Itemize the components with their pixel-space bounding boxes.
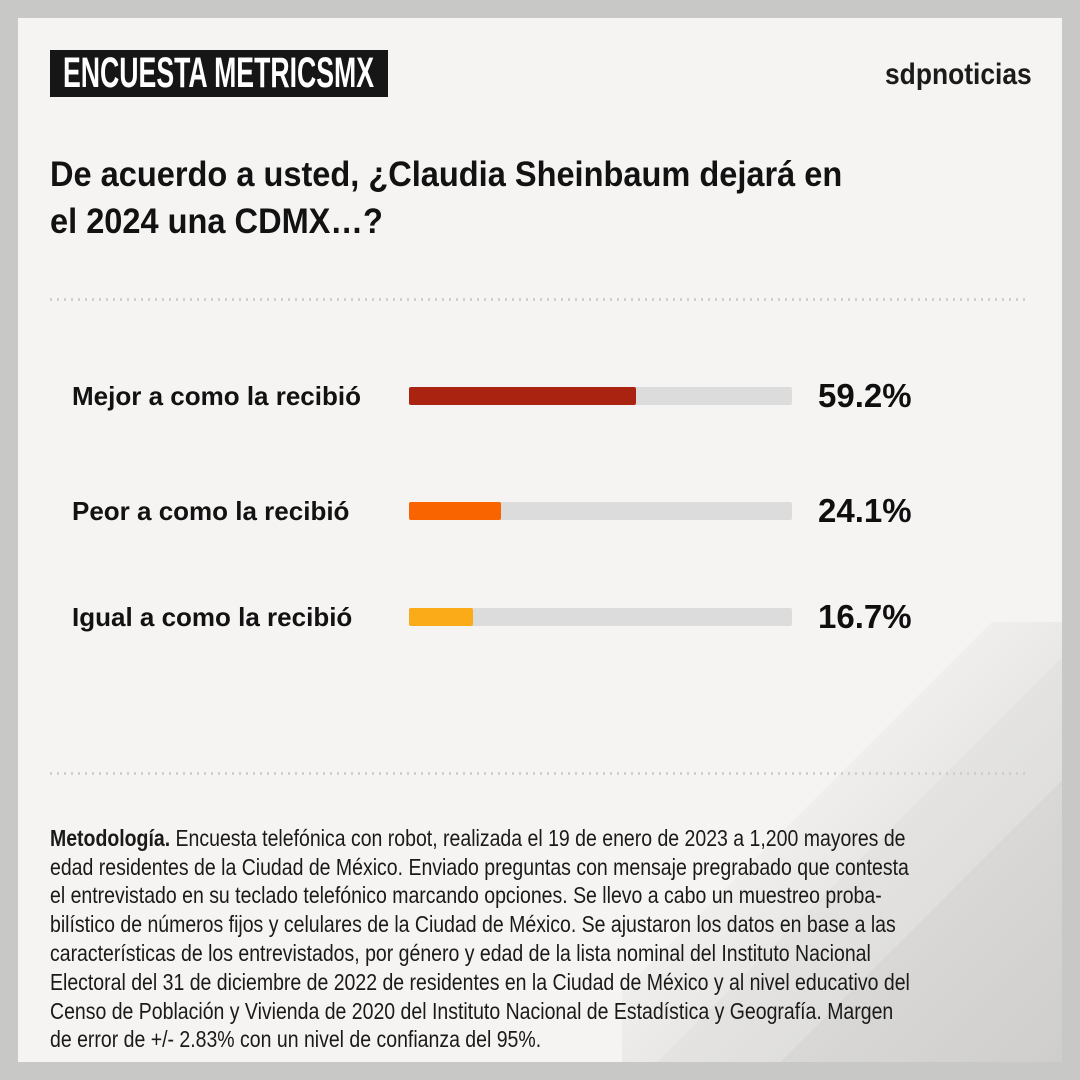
badge-encuesta: ENCUESTA METRICSMX: [50, 50, 388, 97]
methodology-body: Encuesta telefónica con robot, realizada…: [50, 824, 910, 1053]
category-label: Igual a como la recibió: [72, 602, 353, 632]
bar-track: [409, 608, 792, 626]
value-label: 24.1%: [818, 492, 912, 529]
category-label: Peor a como la recibió: [72, 496, 350, 526]
corner-diagonal-decoration: [622, 622, 1062, 1062]
bar-fill: [409, 502, 502, 520]
chart-row-mejor: Mejor a como la recibió 59.2%: [18, 376, 1062, 416]
chart-row-peor: Peor a como la recibió 24.1%: [18, 491, 1062, 531]
brand-logo-sdpnoticias: sdpnoticias: [885, 58, 1032, 91]
bar-track: [409, 387, 792, 405]
category-label: Mejor a como la recibió: [72, 381, 361, 411]
bar-chart: Mejor a como la recibió 59.2% Peor a com…: [18, 18, 1062, 1062]
dotted-divider-bottom: [50, 772, 1030, 775]
card: ENCUESTA METRICSMX sdpnoticias De acuerd…: [18, 18, 1062, 1062]
methodology-title: Metodología.: [50, 824, 171, 851]
methodology-text: Metodología. Encuesta telefónica con rob…: [50, 795, 1020, 1054]
value-label: 16.7%: [818, 598, 912, 635]
dotted-divider-top: [50, 298, 1030, 301]
question-title: De acuerdo a usted, ¿Claudia Sheinbaum d…: [50, 155, 843, 241]
bar-fill: [409, 608, 473, 626]
value-label: 59.2%: [818, 377, 912, 414]
badge-label: ENCUESTA METRICSMX: [63, 49, 375, 97]
chart-row-igual: Igual a como la recibió 16.7%: [18, 597, 1062, 637]
bar-track: [409, 502, 792, 520]
bar-fill: [409, 387, 636, 405]
